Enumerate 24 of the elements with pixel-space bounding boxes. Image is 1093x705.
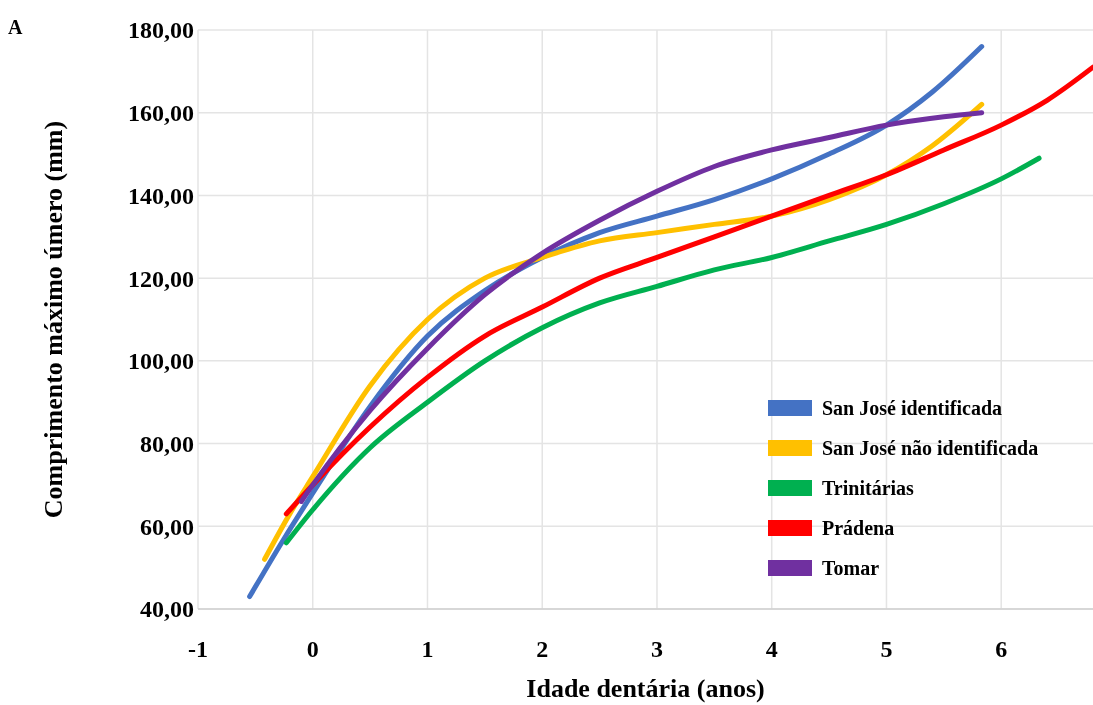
legend-label: San José identificada [822,397,1003,419]
x-tick-label: -1 [188,636,208,662]
y-axis-title: Comprimento máximo úmero (mm) [39,120,68,519]
y-tick-label: 100,00 [128,348,194,375]
y-tick-label: 40,00 [140,596,194,623]
x-tick-label: 5 [880,636,893,662]
y-tick-label: 160,00 [128,100,194,127]
y-tick-label: 140,00 [128,182,194,209]
x-tick-label: 3 [650,636,663,662]
y-tick-label: 120,00 [128,265,194,292]
legend-label: Trinitárias [822,477,915,499]
text: A [8,16,23,38]
legend-label: Tomar [822,557,880,579]
legend-label: Prádena [822,517,895,539]
x-tick-label: 2 [536,636,549,662]
x-tick-label: 1 [421,636,434,662]
x-tick-label: 0 [306,636,319,662]
x-axis-title: Idade dentária (anos) [526,674,765,703]
legend-label: San José não identificada [822,437,1039,459]
x-tick-label: 4 [765,636,778,662]
x-tick-label: 6 [995,636,1008,662]
y-tick-label: 80,00 [140,430,194,457]
y-tick-label: 60,00 [140,513,194,540]
y-tick-label: 180,00 [128,17,194,44]
